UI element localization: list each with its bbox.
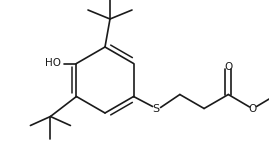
Text: S: S — [152, 104, 159, 114]
Text: HO: HO — [45, 59, 61, 69]
Text: O: O — [224, 62, 232, 72]
Text: O: O — [249, 104, 257, 114]
